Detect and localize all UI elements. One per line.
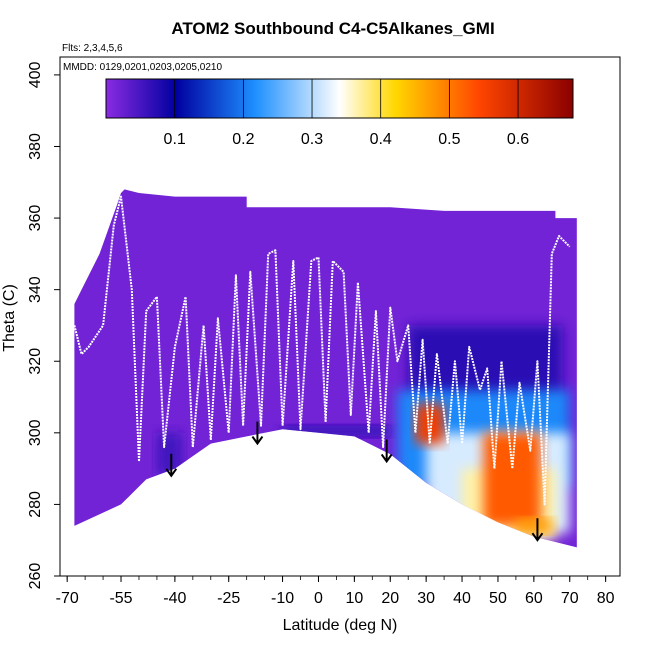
colorbar-tick-label: 0.1 <box>164 131 186 148</box>
colorbar: 0.1 0.2 0.3 0.4 0.5 0.6 <box>105 78 574 148</box>
x-tick-label: 70 <box>561 590 579 607</box>
y-tick-label: 360 <box>27 205 44 232</box>
profile-arrow <box>531 518 544 542</box>
y-tick-label: 260 <box>27 563 44 590</box>
flight-track <box>73 195 571 506</box>
x-tick-label: 30 <box>417 590 435 607</box>
x-tick-label: -70 <box>56 590 79 607</box>
x-tick-label: 40 <box>453 590 471 607</box>
x-tick-label: 20 <box>381 590 399 607</box>
y-tick-label: 400 <box>27 61 44 88</box>
y-axis: 260 280 300 320 340 360 380 400 <box>27 61 60 589</box>
y-tick-label: 300 <box>27 419 44 446</box>
colorbar-tick-label: 0.3 <box>301 131 323 148</box>
x-tick-label: -25 <box>217 590 240 607</box>
arrow-head <box>165 468 178 478</box>
x-tick-label: -10 <box>271 590 294 607</box>
x-tick-label: -55 <box>109 590 132 607</box>
colorbar-gradient <box>105 78 574 119</box>
y-axis-label: Theta (C) <box>1 284 18 352</box>
x-tick-label: -40 <box>163 590 186 607</box>
y-tick-label: 380 <box>27 133 44 160</box>
colorbar-tick-label: 0.4 <box>370 131 392 148</box>
profile-arrow <box>251 421 264 446</box>
colorbar-tick-label: 0.2 <box>232 131 254 148</box>
concentration-region <box>415 404 445 444</box>
concentration-region <box>156 432 182 476</box>
dates-note: MMDD: 0129,0201,0203,0205,0210 <box>63 62 222 73</box>
concentration-region <box>515 518 552 533</box>
flights-note: Flts: 2,3,4,5,6 <box>62 43 123 54</box>
colorbar-tick-label: 0.6 <box>507 131 529 148</box>
chart-title: ATOM2 Southbound C4-C5Alkanes_GMI <box>171 19 494 38</box>
x-axis-label: Latitude (deg N) <box>283 617 398 634</box>
arrow-head <box>380 453 393 464</box>
x-tick-label: 0 <box>314 590 323 607</box>
profile-arrow <box>165 453 178 478</box>
y-tick-label: 280 <box>27 491 44 518</box>
y-tick-label: 340 <box>27 276 44 303</box>
plot-frame <box>59 56 621 577</box>
arrow-layer <box>165 421 544 542</box>
arrow-head <box>531 532 544 542</box>
x-tick-label: 50 <box>489 590 507 607</box>
x-axis: -70 -55 -40 -25 -10 0 10 20 30 40 50 60 70 80 <box>56 576 615 607</box>
concentration-region <box>483 432 541 526</box>
x-tick-label: 10 <box>345 590 363 607</box>
concentration-region <box>282 425 391 437</box>
x-tick-label: 60 <box>525 590 543 607</box>
profile-arrow <box>380 439 393 464</box>
x-tick-label: 80 <box>597 590 615 607</box>
colorbar-tick-label: 0.5 <box>438 131 460 148</box>
flight-track-layer <box>73 195 571 506</box>
arrow-head <box>251 435 264 446</box>
y-tick-label: 320 <box>27 348 44 375</box>
